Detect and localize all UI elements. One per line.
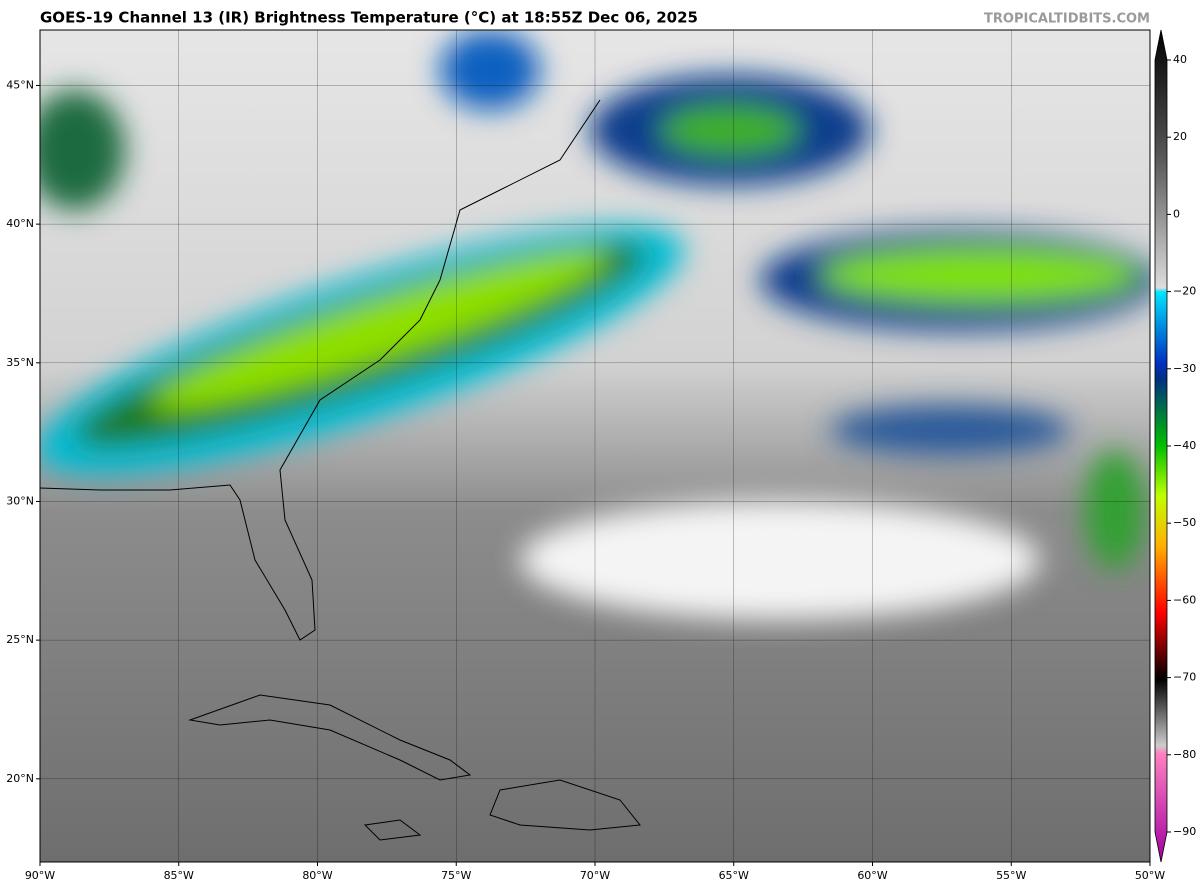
- cloud-tops: [40, 30, 1150, 620]
- colorbar-label: −90: [1173, 825, 1196, 838]
- colorbar-label: 20: [1173, 130, 1187, 143]
- lon-label: 75°W: [441, 869, 471, 882]
- watermark: TROPICALTIDBITS.COM: [984, 12, 1150, 27]
- lat-label: 25°N: [6, 633, 34, 646]
- lat-label: 35°N: [6, 356, 34, 369]
- satellite-image: [40, 30, 1150, 862]
- cold-cloud: [830, 405, 1070, 455]
- lat-label: 20°N: [6, 772, 34, 785]
- cold-cloud: [1085, 450, 1145, 570]
- coastline: [40, 99, 601, 641]
- colorbar-label: −40: [1173, 439, 1196, 452]
- cold-cloud: [440, 30, 540, 110]
- cold-cloud: [660, 105, 800, 155]
- cold-cloud: [40, 90, 125, 210]
- lon-label: 80°W: [302, 869, 332, 882]
- colorbar-label: −60: [1173, 593, 1196, 606]
- lat-label: 30°N: [6, 494, 34, 507]
- lon-label: 55°W: [996, 869, 1026, 882]
- colorbar: [1154, 29, 1168, 863]
- lon-label: 85°W: [164, 869, 194, 882]
- lat-label: 40°N: [6, 217, 34, 230]
- colorbar-label: −20: [1173, 285, 1196, 298]
- colorbar-label: −30: [1173, 362, 1196, 375]
- cold-cloud: [151, 250, 609, 410]
- lon-label: 65°W: [719, 869, 749, 882]
- lon-label: 50°W: [1135, 869, 1165, 882]
- colorbar-label: −70: [1173, 671, 1196, 684]
- coastline: [363, 819, 422, 841]
- coastline: [188, 694, 472, 781]
- cirrus: [520, 500, 1040, 620]
- colorbar-label: −50: [1173, 516, 1196, 529]
- graticule: [39, 30, 1151, 862]
- coastlines: [40, 99, 641, 841]
- colorbar-label: 40: [1173, 53, 1187, 66]
- cold-cloud: [820, 247, 1140, 303]
- lon-label: 90°W: [25, 869, 55, 882]
- lat-label: 45°N: [6, 78, 34, 91]
- lon-label: 70°W: [580, 869, 610, 882]
- colorbar-label: 0: [1173, 207, 1180, 220]
- title: GOES-19 Channel 13 (IR) Brightness Tempe…: [40, 9, 698, 27]
- lon-label: 60°W: [857, 869, 887, 882]
- coastline: [489, 779, 641, 831]
- colorbar-label: −80: [1173, 748, 1196, 761]
